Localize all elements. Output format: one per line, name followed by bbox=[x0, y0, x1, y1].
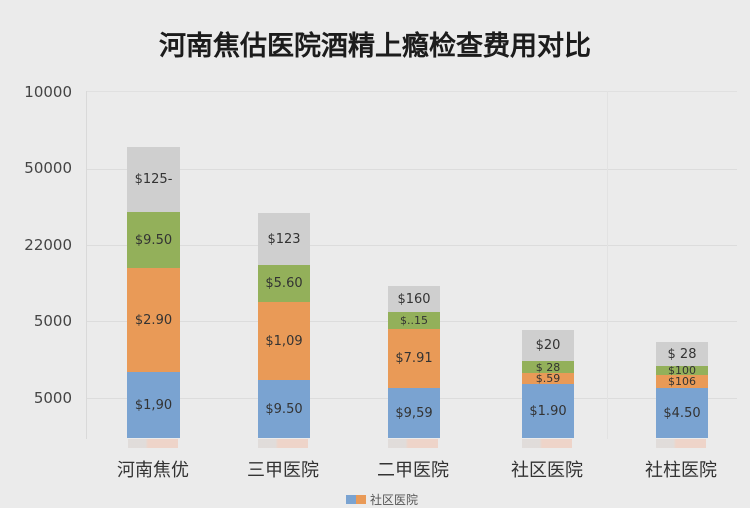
bar-segment-green: $100 bbox=[656, 366, 708, 375]
bar-segment-orange: $7.91 bbox=[388, 329, 440, 388]
gridline bbox=[87, 245, 737, 246]
y-tick-label: 5000 bbox=[33, 389, 72, 407]
bar-社区医院: $20 $ 28 $.59 $1.90 bbox=[522, 330, 574, 438]
gridline-vertical bbox=[607, 91, 608, 439]
y-tick-label: 10000 bbox=[24, 83, 72, 101]
bar-shadow bbox=[128, 439, 178, 448]
bar-segment-green: $9.50 bbox=[127, 212, 180, 268]
x-tick-label: 社区医院 bbox=[511, 460, 583, 481]
bar-segment-blue: $9.50 bbox=[258, 380, 310, 438]
y-tick-label: 22000 bbox=[24, 236, 72, 254]
y-tick-label: 5000 bbox=[33, 312, 72, 330]
x-tick-label: 二甲医院 bbox=[377, 460, 449, 481]
bar-河南焦优: $125- $9.50 $2.90 $1,90 bbox=[127, 147, 180, 438]
bar-segment-gray: $125- bbox=[127, 147, 180, 212]
bar-segment-blue: $1.90 bbox=[522, 384, 574, 438]
bar-二甲医院: $160 $..15 $7.91 $9,59 bbox=[388, 286, 440, 438]
bar-三甲医院: $123 $5.60 $1,09 $9.50 bbox=[258, 213, 310, 438]
bar-segment-gray: $ 28 bbox=[656, 342, 708, 366]
bar-shadow bbox=[656, 439, 706, 448]
gridline bbox=[87, 91, 737, 92]
bar-segment-green: $..15 bbox=[388, 312, 440, 329]
bar-社柱医院: $ 28 $100 $106 $4.50 bbox=[656, 342, 708, 438]
bar-segment-gray: $123 bbox=[258, 213, 310, 265]
gridline bbox=[87, 169, 737, 170]
bar-segment-orange: $1,09 bbox=[258, 302, 310, 380]
bar-segment-green: $ 28 bbox=[522, 361, 574, 373]
x-tick-label: 河南焦优 bbox=[117, 460, 189, 481]
chart-title: 河南焦估医院酒精上瘾检查费用对比 bbox=[159, 31, 591, 62]
bar-segment-orange: $.59 bbox=[522, 373, 574, 384]
bar-segment-blue: $4.50 bbox=[656, 388, 708, 438]
bar-segment-orange: $106 bbox=[656, 375, 708, 388]
x-tick-label: 社柱医院 bbox=[645, 460, 717, 481]
plot-area: $125- $9.50 $2.90 $1,90 $123 $5.60 $1,09… bbox=[86, 91, 737, 439]
bar-shadow bbox=[258, 439, 308, 448]
bar-shadow bbox=[388, 439, 438, 448]
y-tick-label: 50000 bbox=[24, 159, 72, 177]
bar-shadow bbox=[522, 439, 572, 448]
bar-segment-gray: $20 bbox=[522, 330, 574, 361]
bar-segment-blue: $9,59 bbox=[388, 388, 440, 438]
bar-segment-green: $5.60 bbox=[258, 265, 310, 302]
bar-segment-blue: $1,90 bbox=[127, 372, 180, 438]
bar-segment-orange: $2.90 bbox=[127, 268, 180, 372]
x-tick-label: 三甲医院 bbox=[247, 460, 319, 481]
bar-segment-gray: $160 bbox=[388, 286, 440, 312]
